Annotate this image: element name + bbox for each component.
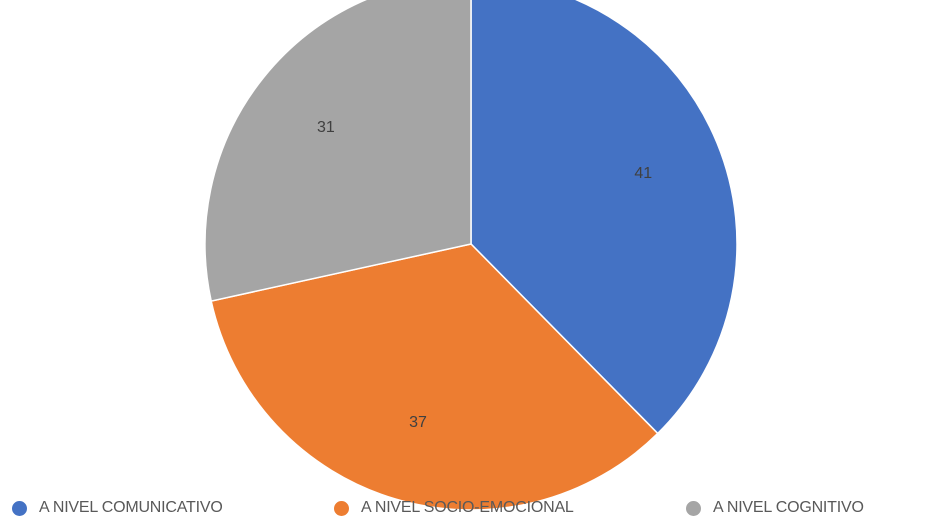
legend-item-comunicativo: A NIVEL COMUNICATIVO (12, 496, 223, 520)
chart-legend: A NIVEL COMUNICATIVO A NIVEL SOCIO-EMOCI… (0, 496, 928, 520)
legend-item-cognitivo: A NIVEL COGNITIVO (686, 496, 864, 520)
legend-label-comunicativo: A NIVEL COMUNICATIVO (39, 499, 223, 516)
pie-slice-socio-emocional (210, 243, 659, 511)
data-label-socio-emocional: 37 (409, 414, 427, 431)
data-label-cognitivo: 31 (317, 119, 335, 136)
legend-swatch-cognitivo (686, 500, 701, 516)
pie-slice-comunicativo (470, 0, 738, 435)
legend-item-socio-emocional: A NIVEL SOCIO-EMOCIONAL (334, 496, 574, 520)
legend-label-cognitivo: A NIVEL COGNITIVO (713, 499, 864, 516)
pie-slice-cognitivo (204, 0, 472, 302)
data-label-comunicativo: 41 (634, 165, 652, 182)
legend-swatch-comunicativo (12, 500, 27, 516)
legend-label-socio-emocional: A NIVEL SOCIO-EMOCIONAL (361, 499, 574, 516)
legend-swatch-socio-emocional (334, 500, 349, 516)
